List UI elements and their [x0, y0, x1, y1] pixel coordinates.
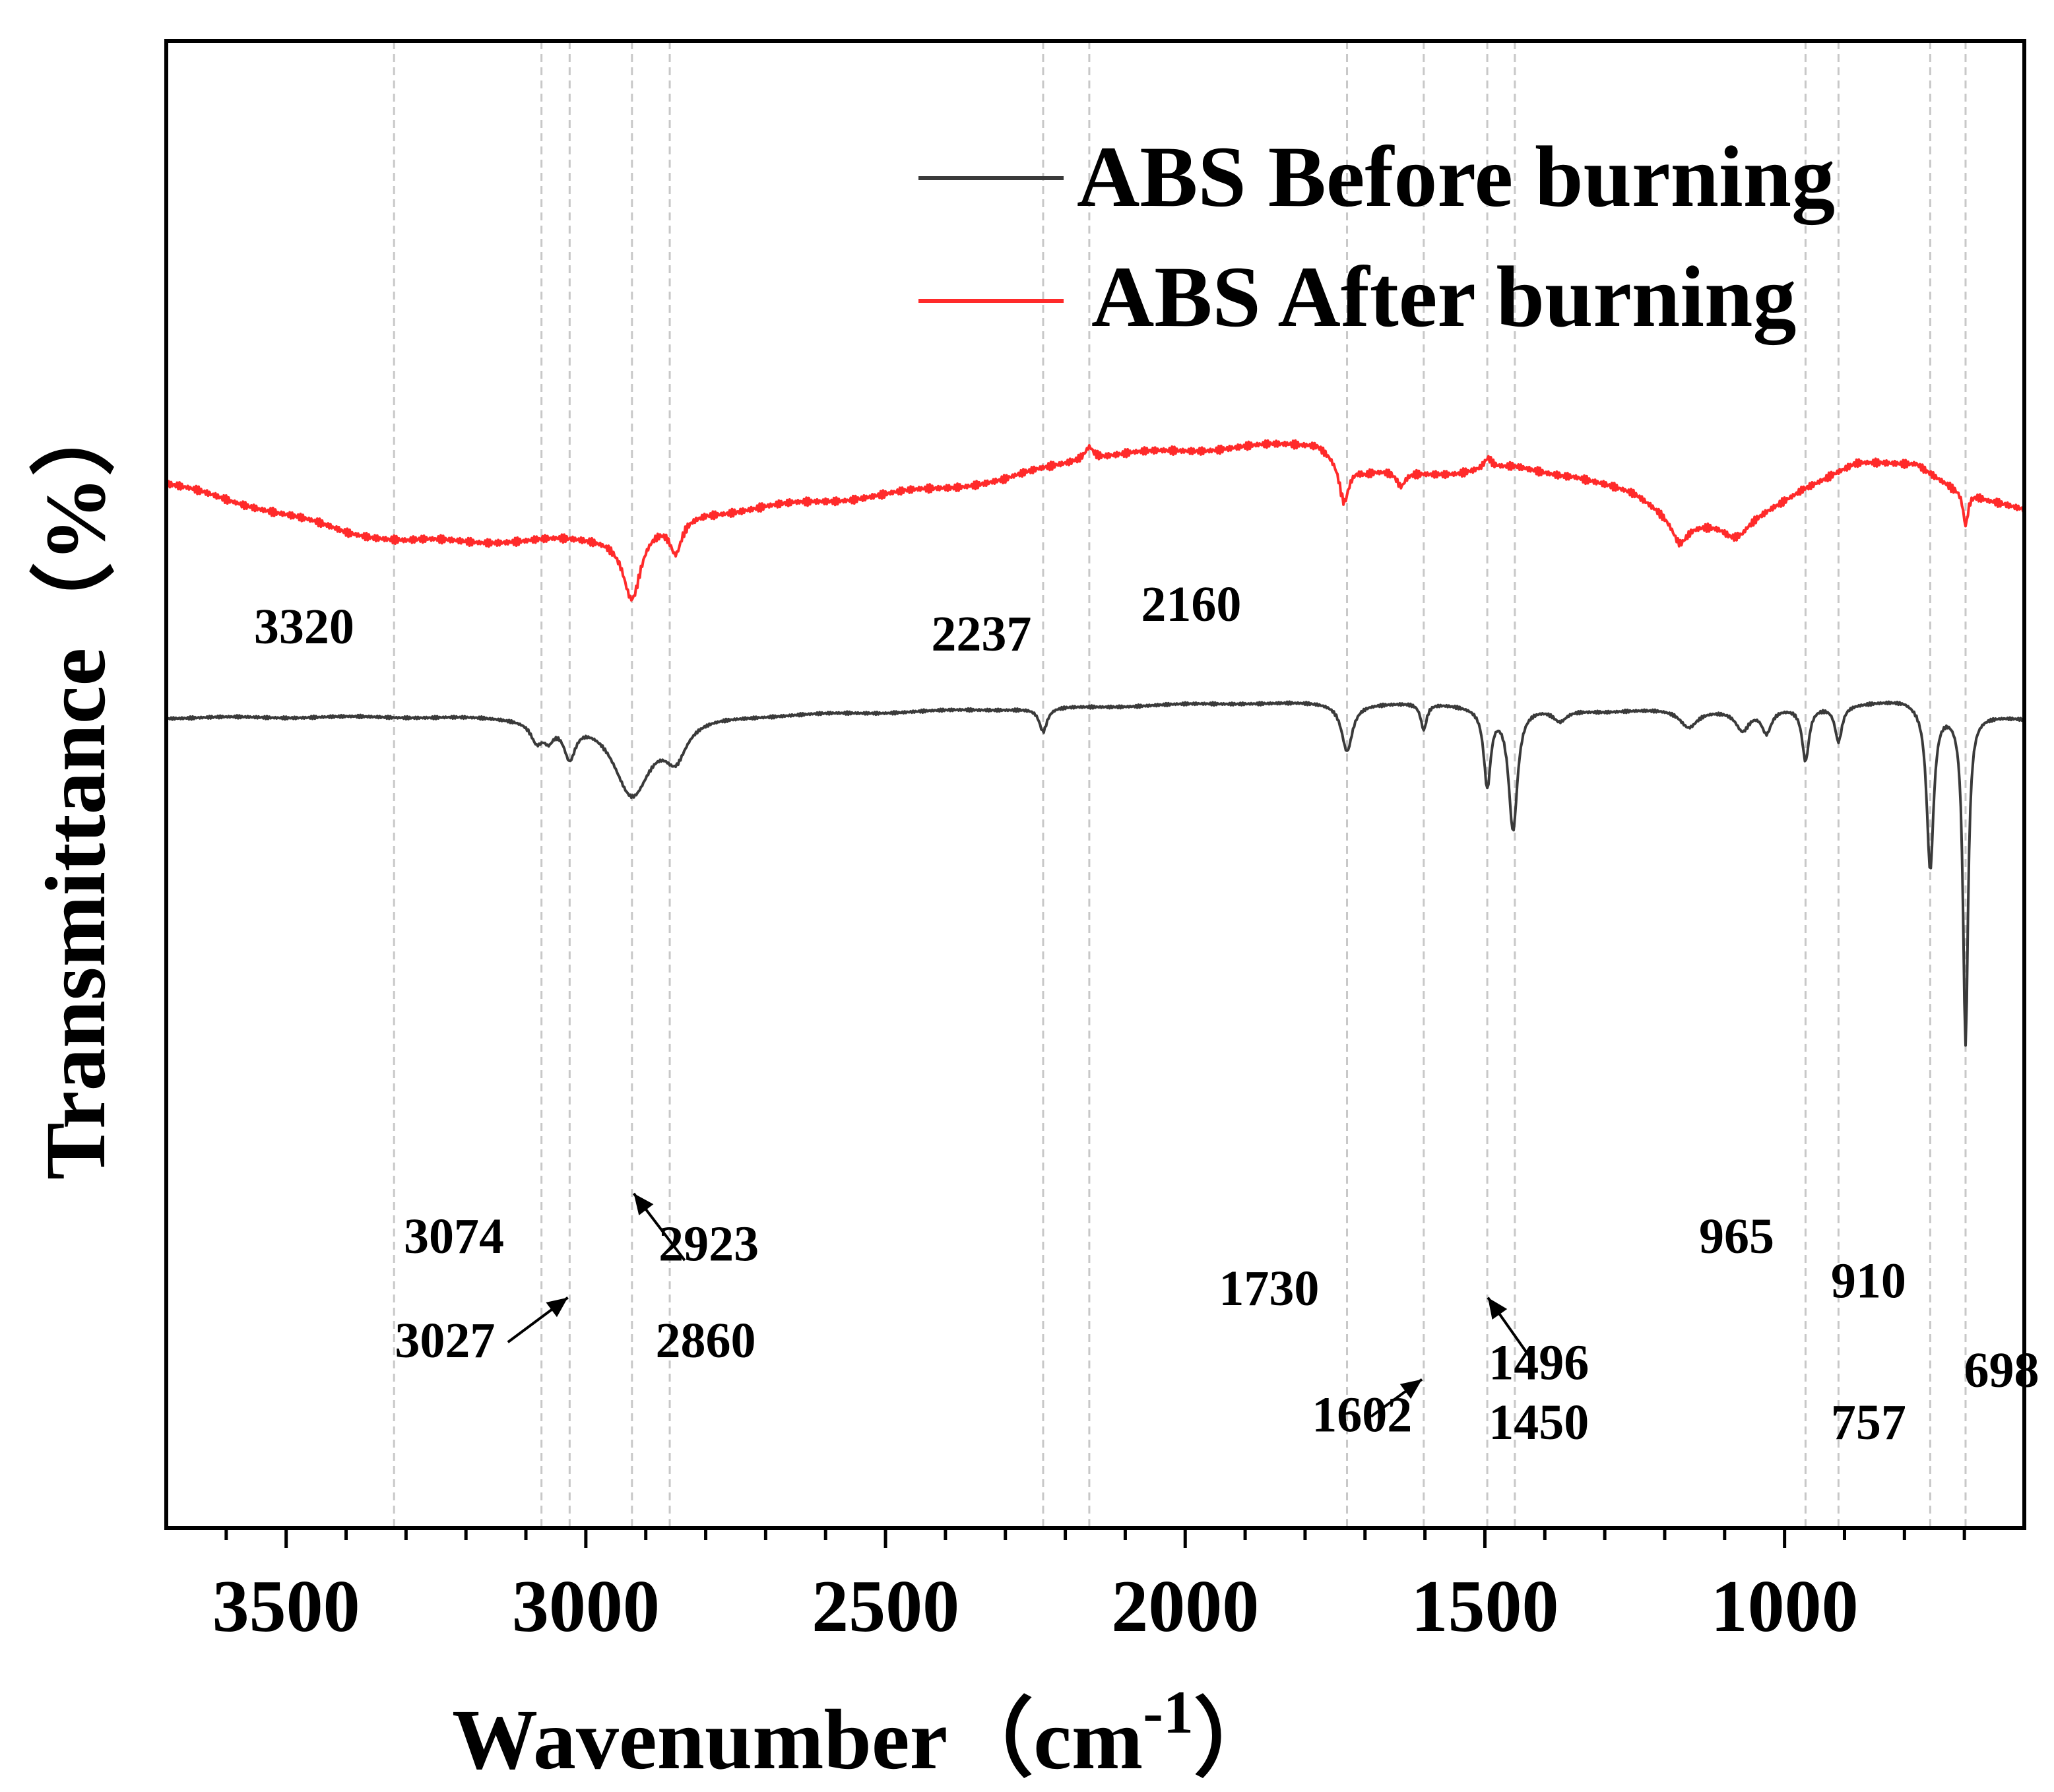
- peak-label-965: 965: [1699, 1209, 1774, 1264]
- peak-label-2860: 2860: [656, 1313, 756, 1368]
- peak-label-698: 698: [1964, 1343, 2039, 1398]
- y-axis-title: Transmittance（%）: [28, 391, 123, 1180]
- peak-label-757: 757: [1831, 1395, 1906, 1450]
- peak-label-1496: 1496: [1489, 1335, 1589, 1391]
- peak-label-3074: 3074: [404, 1209, 504, 1264]
- x-axis-title-main: Wavenumber（cm: [452, 1692, 1143, 1787]
- series-line-after-burning: [165, 439, 2026, 602]
- peak-label-2237: 2237: [931, 606, 1031, 662]
- series-line-before-burning: [165, 700, 2026, 1047]
- arrow-head-0: [546, 1297, 568, 1318]
- x-tick-label-1000: 1000: [1711, 1566, 1859, 1648]
- x-axis-title-superscript: -1: [1143, 1679, 1194, 1746]
- x-tick-label-3500: 3500: [212, 1566, 360, 1648]
- x-axis-title-close: ）: [1194, 1692, 1279, 1787]
- arrow-head-3: [1487, 1297, 1508, 1320]
- legend-label-after-burning: ABS After burning: [1091, 248, 1796, 345]
- peak-label-3027: 3027: [395, 1313, 495, 1368]
- peak-label-2923: 2923: [658, 1216, 759, 1271]
- arrow-head-1: [633, 1193, 654, 1215]
- plot-frame: [164, 39, 2026, 1530]
- peak-label-3320: 3320: [254, 599, 354, 655]
- peak-label-1450: 1450: [1489, 1395, 1589, 1450]
- peak-annotations: 3320 2237 2160 3074 3027 2923 2860 1730 1602 1496…: [254, 577, 2039, 1450]
- peak-label-1602: 1602: [1312, 1387, 1412, 1442]
- x-tick-label-2000: 2000: [1111, 1566, 1259, 1648]
- x-tick-label-2500: 2500: [812, 1566, 959, 1648]
- peak-label-2160: 2160: [1141, 577, 1241, 632]
- x-axis-title: Wavenumber（cm-1）: [452, 1679, 1279, 1787]
- peak-label-910: 910: [1831, 1254, 1906, 1309]
- x-tick-label-1500: 1500: [1411, 1566, 1558, 1648]
- peak-arrows: [507, 1192, 1531, 1418]
- peak-label-1730: 1730: [1219, 1261, 1319, 1316]
- x-axis-ticks: 3500 3000 2500 2000 1500 1000: [212, 1528, 1966, 1648]
- legend-label-before-burning: ABS Before burning: [1077, 128, 1835, 225]
- legend: ABS Before burning ABS After burning: [918, 128, 1835, 345]
- arrow-head-2: [1399, 1379, 1423, 1399]
- x-tick-label-3000: 3000: [512, 1566, 660, 1648]
